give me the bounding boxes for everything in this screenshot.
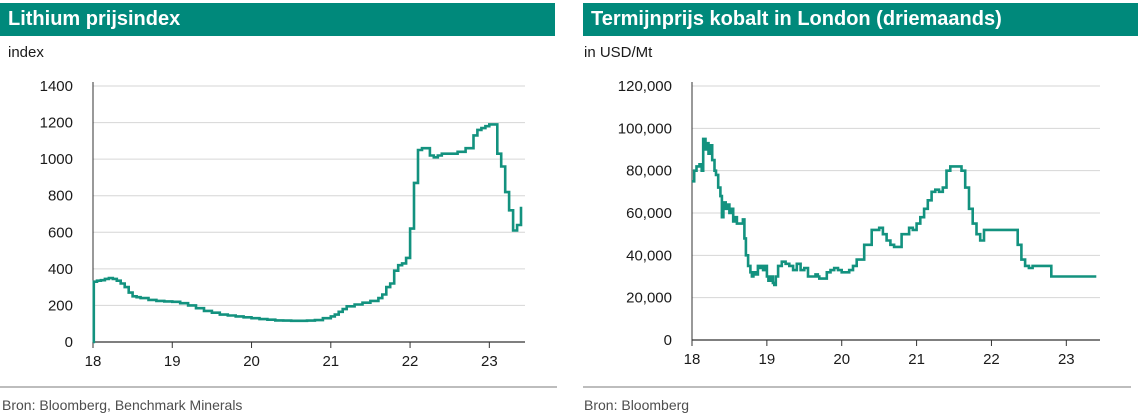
y-tick-label: 1000 (40, 151, 73, 168)
x-tick-label: 19 (164, 353, 181, 370)
y-tick-label: 600 (48, 224, 73, 241)
lithium-chart-panel: Lithium prijsindex index 0 200 400 600 800 10… (0, 0, 557, 420)
y-tick-label: 120,000 (618, 78, 672, 95)
y-tick-label: 1400 (40, 78, 73, 95)
x-tick-label: 20 (243, 353, 260, 370)
source-divider (583, 386, 1131, 388)
x-tick-label: 21 (322, 353, 339, 370)
y-tick-label: 40,000 (626, 247, 672, 264)
x-tick-label: 18 (85, 353, 102, 370)
source-divider (0, 386, 557, 388)
chart-title: Lithium prijsindex (0, 3, 555, 36)
y-tick-label: 800 (48, 188, 73, 205)
cobalt-line-chart: 0 20,000 40,000 60,000 80,000 100,000 120,000 1… (618, 78, 1100, 368)
x-tick-label: 22 (402, 353, 419, 370)
x-tick-label: 19 (759, 351, 776, 368)
source-note: Bron: Bloomberg, Benchmark Minerals (2, 397, 243, 413)
y-tick-label: 20,000 (626, 290, 672, 307)
source-note: Bron: Bloomberg (584, 397, 690, 413)
y-tick-label: 0 (664, 332, 672, 349)
y-tick-label: 0 (65, 334, 73, 351)
y-tick-label: 400 (48, 261, 73, 278)
x-tick-label: 23 (1058, 351, 1075, 368)
y-tick-label: 60,000 (626, 205, 672, 222)
lithium-line-chart: 0 200 400 600 800 1000 1200 1400 18 19 20 21 22 23 (40, 78, 525, 370)
x-tick-label: 21 (908, 351, 925, 368)
y-tick-label: 200 (48, 297, 73, 314)
series-line (692, 137, 1097, 287)
unit-label: index (8, 44, 44, 61)
x-tick-label: 20 (833, 351, 850, 368)
chart-title: Termijnprijs kobalt in London (driemaand… (583, 3, 1138, 36)
series-line (92, 123, 523, 344)
y-tick-label: 80,000 (626, 163, 672, 180)
x-tick-label: 18 (684, 351, 701, 368)
y-tick-label: 100,000 (618, 120, 672, 137)
unit-label: in USD/Mt (584, 44, 653, 61)
x-tick-label: 22 (983, 351, 1000, 368)
y-tick-label: 1200 (40, 115, 73, 132)
x-tick-label: 23 (481, 353, 498, 370)
cobalt-chart-panel: Termijnprijs kobalt in London (driemaand… (583, 0, 1140, 420)
